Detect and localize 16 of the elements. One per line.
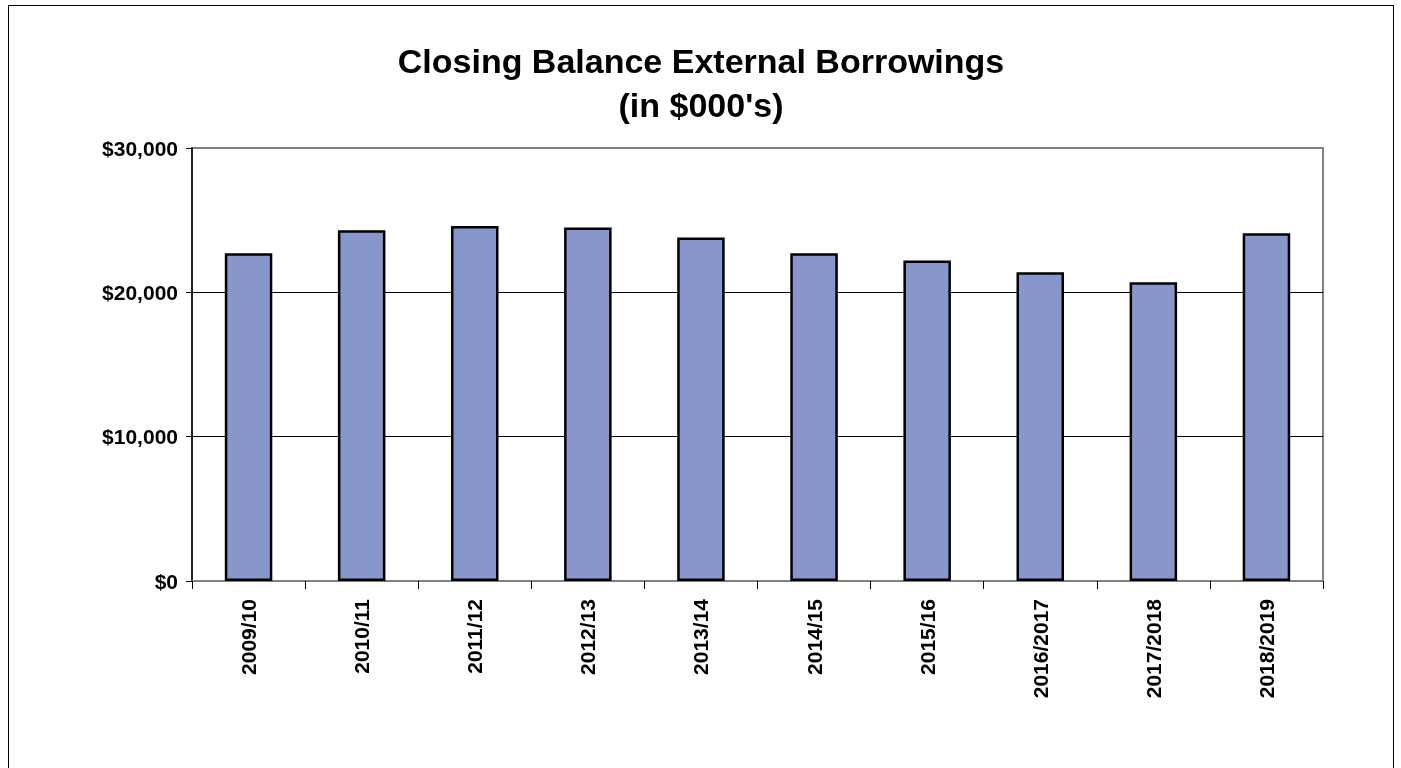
- x-tick-label: 2011/12: [463, 599, 487, 674]
- chart-title: Closing Balance External Borrowings: [397, 42, 1005, 80]
- x-tick-label: 2015/16: [915, 599, 939, 675]
- y-tick-label: $0: [154, 569, 178, 593]
- x-tick-label: 2010/11: [350, 598, 374, 674]
- x-tick-label: 2014/15: [802, 598, 826, 675]
- y-tick-label: $10,000: [102, 425, 178, 449]
- x-tick-label: 2012/13: [576, 599, 600, 675]
- x-tick-label: 2018/2019: [1254, 599, 1278, 699]
- y-tick-label: $20,000: [102, 280, 178, 304]
- x-tick-label: 2009/10: [237, 599, 261, 675]
- x-tick-label: 2016/2017: [1028, 599, 1052, 699]
- chart-subtitle: (in $000's): [618, 86, 784, 124]
- x-tick-label: 2013/14: [689, 598, 713, 675]
- y-tick-label: $30,000: [102, 136, 178, 160]
- x-tick-label: 2017/2018: [1141, 598, 1165, 699]
